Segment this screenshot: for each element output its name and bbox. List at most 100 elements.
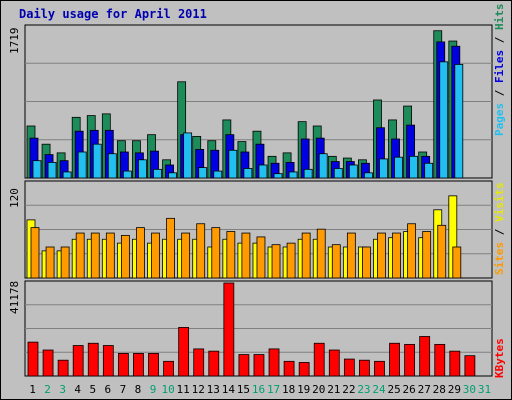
sites-bar-day-11 <box>181 232 191 279</box>
sites-bar-day-13 <box>211 227 221 279</box>
pages-bar-day-2 <box>47 161 57 179</box>
kbytes-bar-day-12 <box>193 348 205 377</box>
kbytes-bar-day-4 <box>72 345 84 377</box>
top-panel-max-label: 1719 <box>8 28 21 55</box>
sites-bar-day-3 <box>60 246 70 279</box>
pages-bar-day-24 <box>379 158 388 179</box>
sites-bar-day-29 <box>452 246 462 279</box>
kbytes-bar-day-2 <box>42 349 54 377</box>
x-tick-label-day-10: 10 <box>161 383 174 396</box>
kbytes-bar-day-7 <box>117 353 129 377</box>
pages-bar-day-4 <box>77 151 87 179</box>
sites-bar-day-5 <box>90 232 100 279</box>
sites-bar-day-7 <box>120 234 130 279</box>
pages-bar-day-20 <box>318 153 328 179</box>
sites-bar-day-16 <box>256 236 266 279</box>
kbytes-bar-day-23 <box>359 359 370 377</box>
x-tick-label-day-13: 13 <box>207 383 220 396</box>
mid-panel-max-label: 120 <box>8 188 21 208</box>
kbytes-bar-day-24 <box>374 360 385 377</box>
sites-bar-day-25 <box>392 232 401 279</box>
sites-bar-day-18 <box>286 242 296 279</box>
pages-bar-day-3 <box>62 171 72 179</box>
pages-bar-day-10 <box>168 172 177 179</box>
sites-bar-day-14 <box>226 231 236 279</box>
pages-bar-day-8 <box>138 159 147 179</box>
x-tick-label-day-8: 8 <box>135 383 142 396</box>
sites-bar-day-1 <box>30 227 40 279</box>
sites-bar-day-17 <box>271 244 281 279</box>
pages-bar-day-18 <box>288 171 298 179</box>
x-tick-label-day-25: 25 <box>387 383 400 396</box>
x-tick-label-day-27: 27 <box>418 383 431 396</box>
x-tick-label-day-2: 2 <box>44 383 51 396</box>
kbytes-bar-day-5 <box>87 342 99 377</box>
x-tick-label-day-21: 21 <box>327 383 340 396</box>
x-tick-label-day-16: 16 <box>252 383 265 396</box>
chart-title: Daily usage for April 2011 <box>19 7 207 21</box>
pages-bar-day-23 <box>364 172 373 179</box>
bot-panel-max-label: 41178 <box>8 281 21 314</box>
pages-bar-day-19 <box>303 168 313 179</box>
kbytes-bar-day-18 <box>283 360 295 377</box>
pages-bar-day-11 <box>183 132 193 179</box>
pages-bar-day-7 <box>122 170 132 179</box>
pages-bar-day-26 <box>409 155 419 179</box>
sites-bar-day-10 <box>166 217 175 279</box>
pages-bar-day-17 <box>273 173 283 179</box>
x-tick-label-day-19: 19 <box>297 383 310 396</box>
sites-bar-day-15 <box>241 232 251 279</box>
pages-bar-day-15 <box>243 168 253 179</box>
kbytes-bar-day-11 <box>178 327 190 377</box>
x-tick-label-day-4: 4 <box>74 383 81 396</box>
kbytes-bar-day-25 <box>389 342 400 377</box>
x-tick-label-day-14: 14 <box>222 383 236 396</box>
x-tick-label-day-28: 28 <box>433 383 446 396</box>
x-tick-label-day-6: 6 <box>105 383 112 396</box>
legend-files: Files <box>493 50 506 83</box>
kbytes-bar-day-16 <box>253 354 265 377</box>
sites-bar-day-6 <box>105 232 115 279</box>
sites-bar-day-20 <box>316 228 326 279</box>
x-tick-label-day-3: 3 <box>59 383 66 396</box>
legend-kbytes: KBytes <box>493 338 506 378</box>
kbytes-bar-day-10 <box>163 360 174 377</box>
kbytes-bar-day-17 <box>268 348 280 377</box>
pages-bar-day-12 <box>198 167 208 179</box>
kbytes-bar-day-3 <box>57 359 69 377</box>
legend-visits: Visits <box>493 182 506 222</box>
x-tick-label-day-20: 20 <box>312 383 325 396</box>
sites-bar-day-9 <box>151 232 160 279</box>
kbytes-bar-day-1 <box>27 341 39 377</box>
kbytes-bar-day-9 <box>148 353 159 377</box>
pages-bar-day-14 <box>228 149 238 179</box>
kbytes-bar-day-6 <box>102 345 114 377</box>
sites-bar-day-8 <box>136 227 145 279</box>
x-tick-label-day-26: 26 <box>403 383 416 396</box>
kbytes-bar-day-22 <box>343 358 355 377</box>
pages-bar-day-27 <box>424 162 434 179</box>
sites-bar-day-26 <box>407 223 417 279</box>
kbytes-bar-day-29 <box>449 350 461 377</box>
sites-bar-day-19 <box>301 232 311 279</box>
kbytes-bar-day-15 <box>238 354 250 377</box>
pages-bar-day-21 <box>333 168 343 179</box>
pages-bar-day-5 <box>92 143 102 179</box>
pages-bar-day-28 <box>439 61 449 179</box>
sites-bar-day-24 <box>377 232 386 279</box>
sites-bar-day-27 <box>422 231 432 279</box>
legend-pages: Pages <box>493 103 506 136</box>
x-tick-label-day-12: 12 <box>192 383 205 396</box>
pages-bar-day-6 <box>107 153 117 179</box>
kbytes-bar-day-13 <box>208 350 220 377</box>
x-tick-label-day-22: 22 <box>342 383 355 396</box>
kbytes-bar-day-14 <box>223 282 235 377</box>
pages-bar-day-22 <box>348 164 358 179</box>
x-tick-label-day-18: 18 <box>282 383 295 396</box>
x-tick-label-day-31: 31 <box>478 383 491 396</box>
x-tick-label-day-5: 5 <box>89 383 96 396</box>
x-tick-label-day-1: 1 <box>29 383 36 396</box>
x-tick-label-day-17: 17 <box>267 383 280 396</box>
sites-bar-day-23 <box>362 246 371 279</box>
